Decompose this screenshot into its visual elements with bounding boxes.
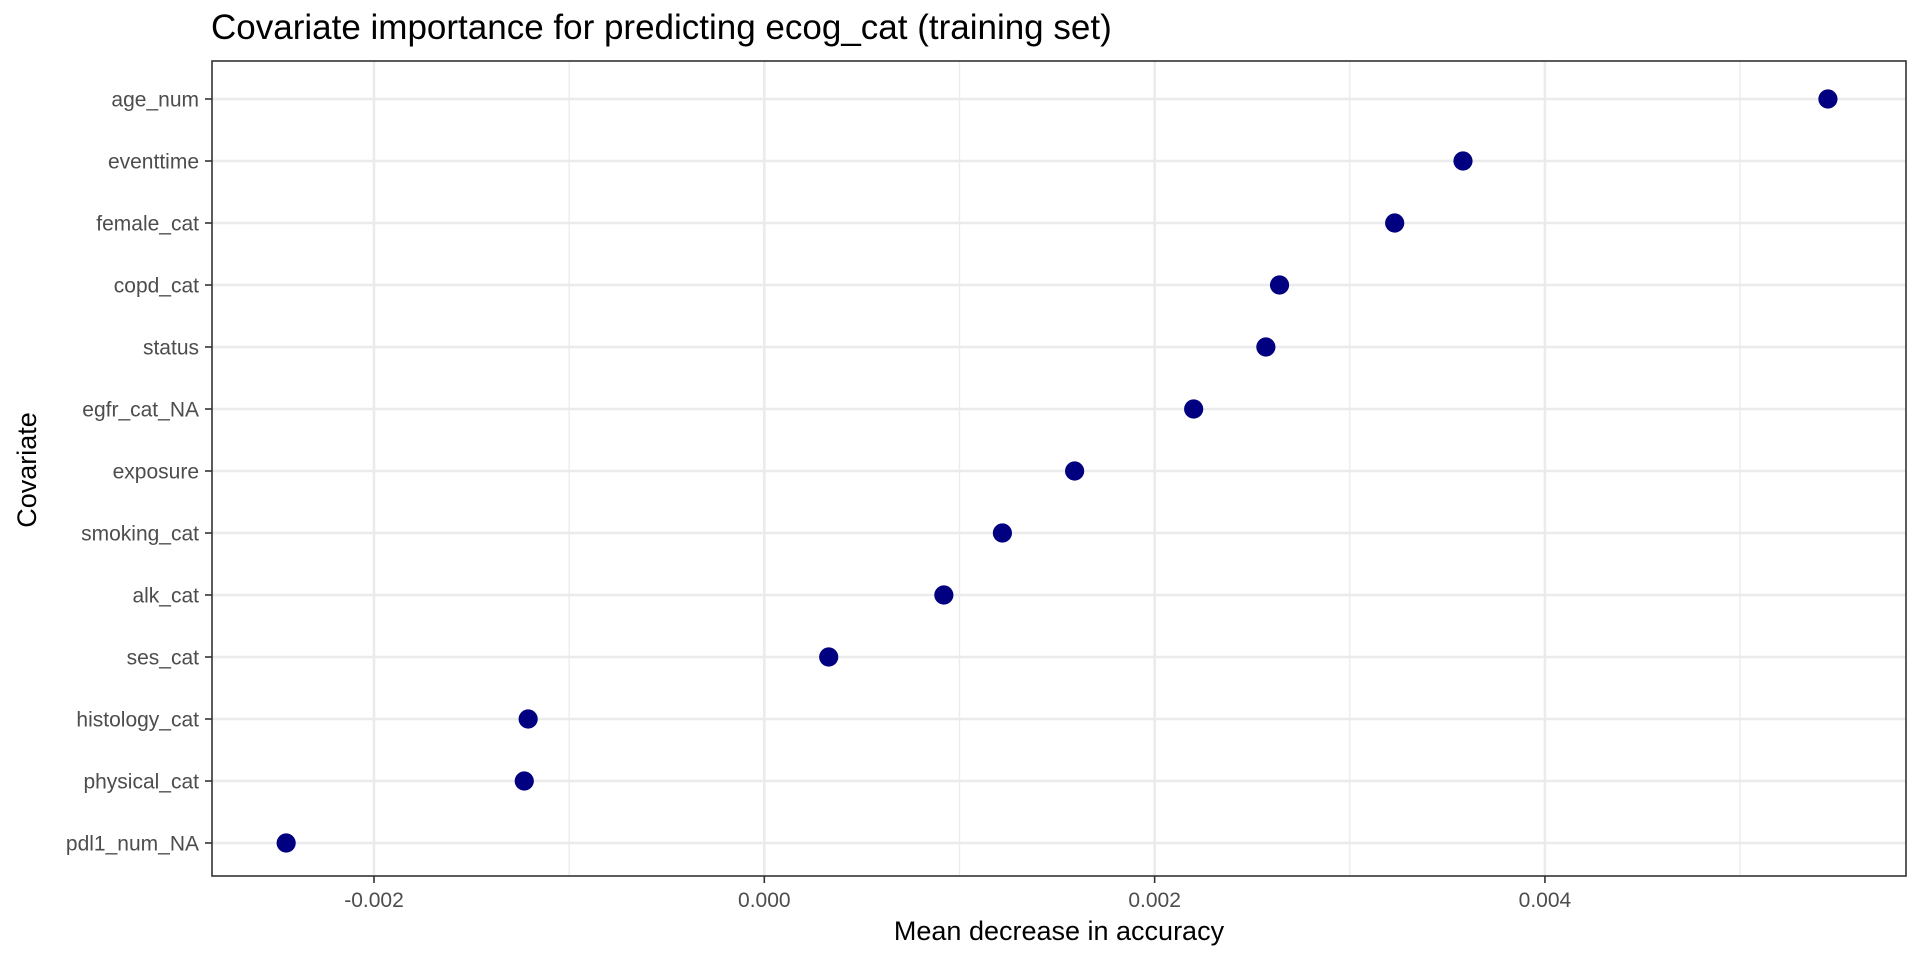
data-point xyxy=(1065,461,1085,481)
x-axis-title: Mean decrease in accuracy xyxy=(894,916,1225,946)
y-tick-label: status xyxy=(143,337,199,360)
y-tick-label: eventtime xyxy=(108,151,199,174)
data-point xyxy=(992,523,1013,543)
chart-title: Covariate importance for predicting ecog… xyxy=(211,8,1112,47)
data-point xyxy=(276,833,296,853)
y-tick-label: egfr_cat_NA xyxy=(82,399,199,422)
data-point xyxy=(518,709,538,729)
data-point xyxy=(514,771,534,791)
panel-border xyxy=(211,60,1907,877)
x-tick-label: 0.002 xyxy=(1128,889,1181,912)
data-point xyxy=(1453,151,1473,171)
data-point xyxy=(1818,89,1838,109)
x-tick-label: -0.002 xyxy=(344,889,404,912)
y-tick-label: histology_cat xyxy=(76,709,199,732)
data-point xyxy=(819,647,839,667)
y-axis-title: Covariate xyxy=(12,412,42,528)
plot-panel: -0.002 0.000 0.002 0.004 age_num eventtime fem… xyxy=(66,60,1907,912)
x-tick-label: 0.000 xyxy=(738,889,791,912)
y-tick-label: physical_cat xyxy=(83,771,199,794)
y-tick-label: age_num xyxy=(111,89,199,112)
data-point xyxy=(1385,213,1405,233)
data-point xyxy=(1269,275,1290,295)
y-tick-label: copd_cat xyxy=(114,275,199,298)
data-point xyxy=(1256,337,1276,357)
y-tick-label: ses_cat xyxy=(127,647,200,670)
y-tick-label: alk_cat xyxy=(132,585,199,608)
y-tick-label: pdl1_num_NA xyxy=(66,833,199,856)
data-point xyxy=(934,585,954,605)
y-tick-label: exposure xyxy=(113,461,199,484)
x-tick-label: 0.004 xyxy=(1519,889,1572,912)
y-tick-label: female_cat xyxy=(96,213,199,236)
data-point xyxy=(1184,399,1204,419)
y-tick-label: smoking_cat xyxy=(81,523,199,546)
